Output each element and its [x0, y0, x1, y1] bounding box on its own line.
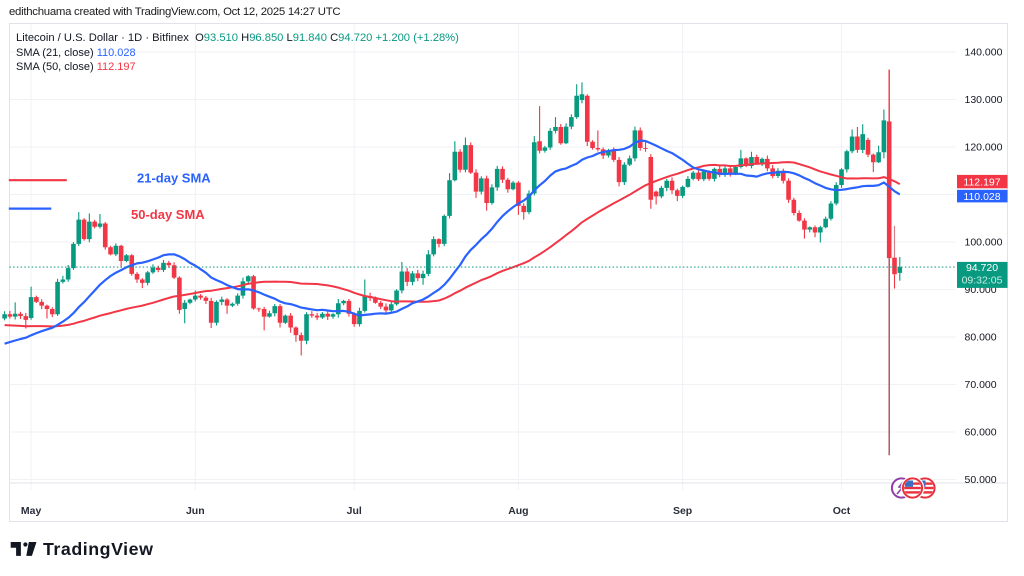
svg-text:Sep: Sep [673, 505, 692, 517]
svg-text:Aug: Aug [508, 505, 528, 517]
svg-text:09:32:05: 09:32:05 [962, 275, 1003, 287]
svg-text:70.000: 70.000 [965, 379, 997, 391]
svg-text:140.000: 140.000 [965, 47, 1003, 59]
svg-text:60.000: 60.000 [965, 427, 997, 439]
svg-text:May: May [21, 505, 42, 517]
svg-text:112.197: 112.197 [963, 176, 1000, 188]
svg-text:94.720: 94.720 [966, 262, 998, 274]
svg-text:120.000: 120.000 [965, 142, 1003, 154]
svg-text:Oct: Oct [833, 505, 851, 517]
svg-text:100.000: 100.000 [965, 237, 1003, 249]
svg-text:80.000: 80.000 [965, 332, 997, 344]
svg-text:Jul: Jul [347, 505, 362, 517]
svg-text:110.028: 110.028 [963, 191, 1000, 203]
svg-text:21-day SMA: 21-day SMA [137, 171, 211, 186]
svg-text:130.000: 130.000 [965, 94, 1003, 106]
svg-text:50-day SMA: 50-day SMA [131, 207, 205, 222]
svg-text:Jun: Jun [186, 505, 205, 517]
svg-text:50.000: 50.000 [965, 474, 997, 486]
